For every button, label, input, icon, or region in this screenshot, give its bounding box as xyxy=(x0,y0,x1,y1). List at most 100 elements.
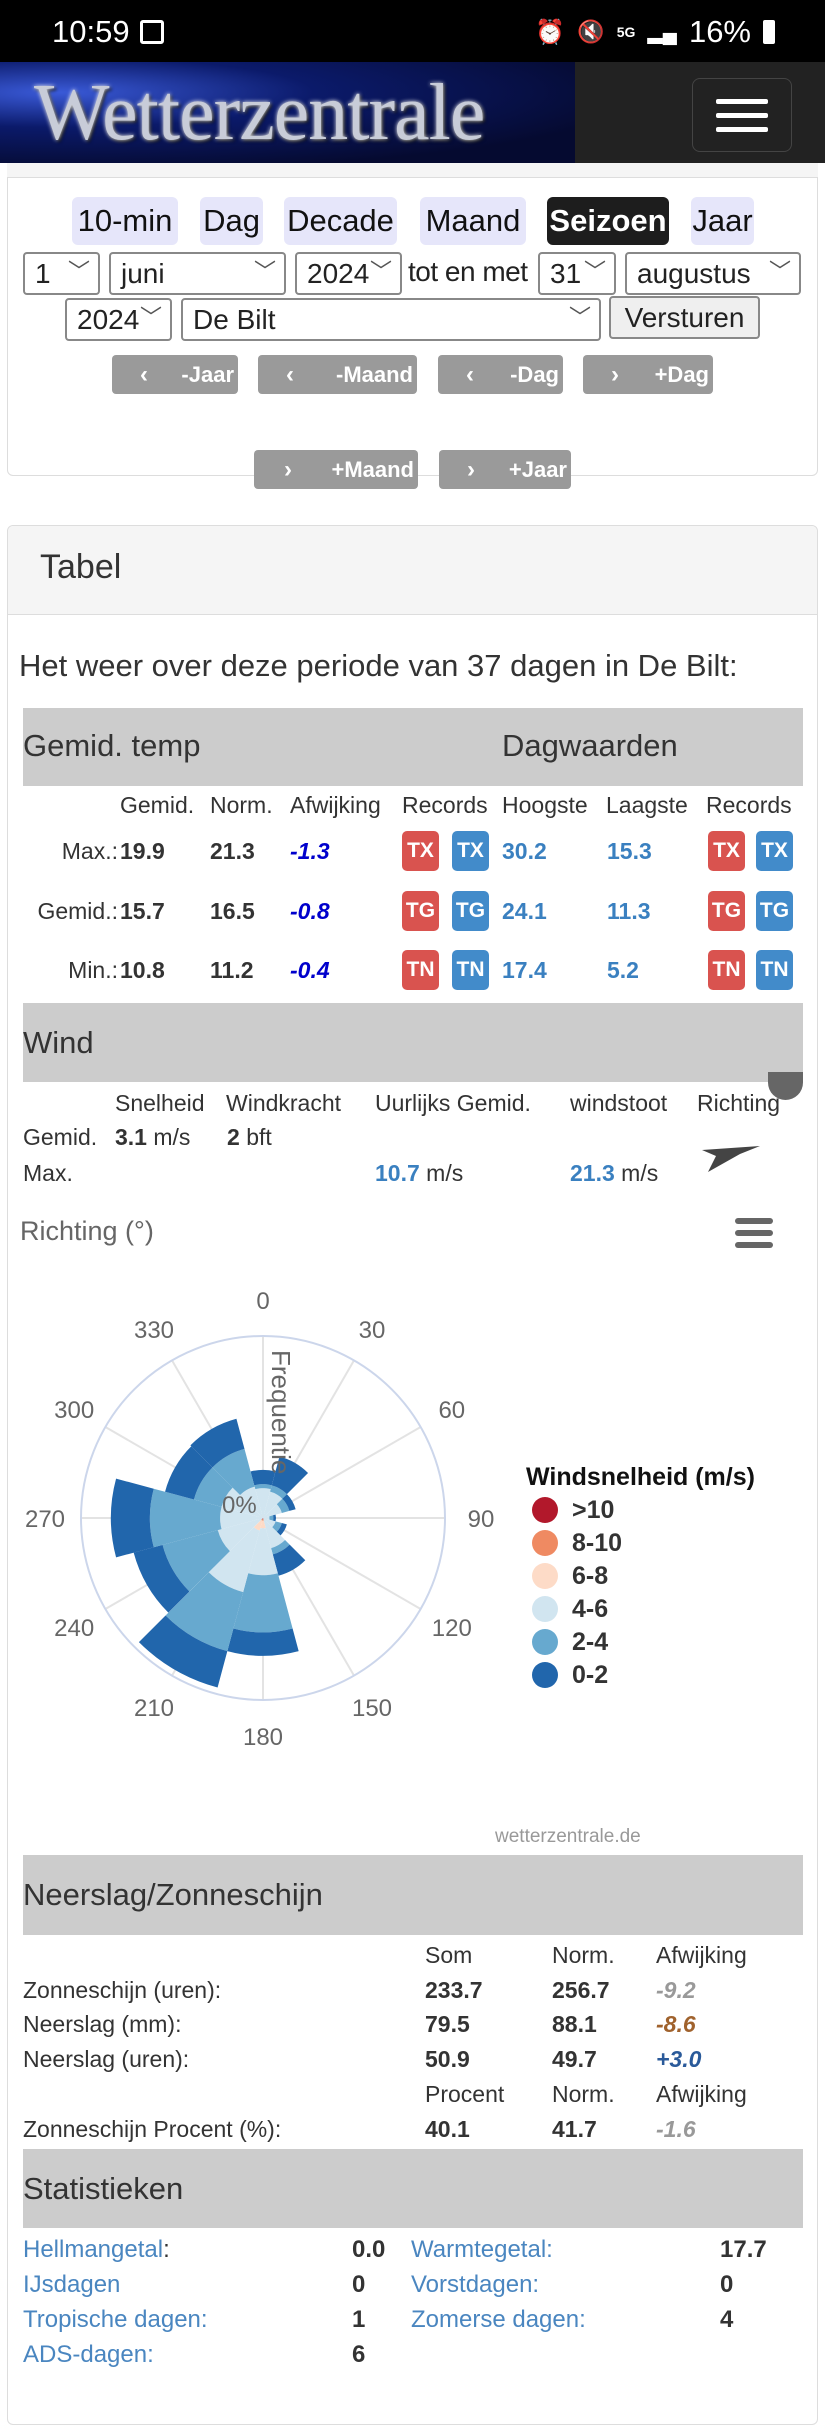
legend-marker[interactable] xyxy=(532,1563,558,1589)
prev-month-button[interactable]: ‹ -Maand xyxy=(258,355,417,394)
station-select[interactable]: De Bilt ﹀ xyxy=(181,298,601,341)
windrose-sector-2-4-330[interactable] xyxy=(212,1448,255,1496)
stat-link[interactable]: Vorstdagen: xyxy=(411,2271,540,2298)
windrose-sector-8-10-210[interactable] xyxy=(261,1518,263,1521)
windrose-sector-4-6-210[interactable] xyxy=(208,1527,260,1593)
legend-marker[interactable] xyxy=(532,1596,558,1622)
record-high-badge[interactable]: TN xyxy=(402,950,439,990)
legend-item[interactable]: 2-4 xyxy=(572,1628,608,1656)
windrose-sector-0-2-0[interactable] xyxy=(250,1469,276,1486)
chart-menu-icon[interactable] xyxy=(735,1218,773,1224)
windrose-sector-2-4-90[interactable] xyxy=(269,1515,274,1521)
windrose-sector-0-2-210[interactable] xyxy=(138,1615,228,1688)
legend-marker[interactable] xyxy=(532,1530,558,1556)
windrose-sector-2-4-180[interactable] xyxy=(233,1573,293,1633)
stat-link[interactable]: ADS-dagen: xyxy=(23,2341,154,2368)
tab-decade[interactable]: Decade xyxy=(284,197,397,245)
windrose-sector-0-2-150[interactable] xyxy=(272,1544,306,1576)
tab-10-min[interactable]: 10-min xyxy=(72,197,178,245)
windrose-sector-4-6-90[interactable] xyxy=(263,1516,270,1520)
end-month-select[interactable]: augustus ﹀ xyxy=(625,252,801,295)
windrose-sector-2-4-150[interactable] xyxy=(271,1540,290,1555)
record-high-badge[interactable]: TG xyxy=(402,891,439,931)
record-high-badge[interactable]: TX xyxy=(708,831,745,871)
windrose-sector-2-4-270[interactable] xyxy=(149,1488,222,1548)
stat-link[interactable]: Zomerse dagen: xyxy=(411,2306,586,2333)
record-low-badge[interactable]: TX xyxy=(452,831,489,871)
tab-jaar[interactable]: Jaar xyxy=(691,197,754,245)
windrose-sector-4-6-30[interactable] xyxy=(263,1491,283,1518)
windrose-sector-6-8-210[interactable] xyxy=(253,1519,263,1531)
next-month-button[interactable]: › +Maand xyxy=(254,450,418,489)
chart-menu-icon[interactable] xyxy=(735,1230,773,1236)
record-low-badge[interactable]: TN xyxy=(452,950,489,990)
legend-marker[interactable] xyxy=(532,1497,558,1523)
start-month-select[interactable]: juni ﹀ xyxy=(109,252,286,295)
windrose-sector-0-2-270[interactable] xyxy=(110,1478,154,1558)
chart-menu-icon[interactable] xyxy=(735,1242,773,1248)
record-low-badge[interactable]: TG xyxy=(756,891,793,931)
stat-link[interactable]: Hellmangetal: xyxy=(23,2236,170,2263)
windrose-sector-2-4-60[interactable] xyxy=(276,1498,290,1513)
windrose-sector-0-2-30[interactable] xyxy=(271,1456,309,1495)
windrose-sector-2-4-120[interactable] xyxy=(272,1521,282,1532)
windrose-sector-0-2-330[interactable] xyxy=(190,1418,245,1468)
windrose-sector->10-210[interactable] xyxy=(262,1518,263,1520)
windrose-sector-2-4-30[interactable] xyxy=(270,1485,287,1499)
logo[interactable]: Wetterzentrale xyxy=(0,62,575,163)
legend-item[interactable]: 6-8 xyxy=(572,1562,608,1590)
tab-seizoen[interactable]: Seizoen xyxy=(547,197,669,245)
prev-year-button[interactable]: ‹ -Jaar xyxy=(112,355,238,394)
windrose-sector-4-6-150[interactable] xyxy=(263,1518,286,1549)
windrose-sector-2-4-240[interactable] xyxy=(162,1530,230,1592)
windrose-sector-4-6-270[interactable] xyxy=(220,1506,263,1530)
start-day-select[interactable]: 1 ﹀ xyxy=(23,252,100,295)
windrose-sector-0-2-180[interactable] xyxy=(227,1628,299,1656)
windrose-sector-2-4-0[interactable] xyxy=(254,1484,272,1490)
legend-marker[interactable] xyxy=(532,1629,558,1655)
windrose-sector-0-2-120[interactable] xyxy=(276,1523,287,1536)
prev-day-button[interactable]: ‹ -Dag xyxy=(438,355,563,394)
windrose-sector-4-6-300[interactable] xyxy=(221,1487,263,1518)
windrose-sector-4-6-240[interactable] xyxy=(217,1518,263,1552)
end-day-select[interactable]: 31 ﹀ xyxy=(538,252,616,295)
legend-item[interactable]: >10 xyxy=(572,1496,614,1524)
windrose-sector-0-2-240[interactable] xyxy=(133,1544,190,1613)
windrose-sector-2-4-210[interactable] xyxy=(165,1572,244,1652)
windrose-sector-4-6-330[interactable] xyxy=(240,1486,263,1518)
record-high-badge[interactable]: TX xyxy=(402,831,439,871)
record-low-badge[interactable]: TX xyxy=(756,831,793,871)
chart-credit[interactable]: wetterzentrale.de xyxy=(494,1826,641,1845)
next-year-button[interactable]: › +Jaar xyxy=(439,450,571,489)
legend-item[interactable]: 4-6 xyxy=(572,1595,608,1623)
windrose-sector-4-6-120[interactable] xyxy=(263,1518,276,1528)
stat-link[interactable]: Tropische dagen: xyxy=(23,2306,208,2333)
windrose-sector-6-8-180[interactable] xyxy=(260,1520,266,1529)
stat-link[interactable]: IJsdagen xyxy=(23,2271,121,2298)
windrose-sector-4-6-0[interactable] xyxy=(255,1488,271,1518)
menu-button[interactable] xyxy=(692,78,792,152)
windrose-sector-0-2-90[interactable] xyxy=(273,1514,276,1522)
windrose-sector-8-10-180[interactable] xyxy=(262,1519,264,1521)
legend-marker[interactable] xyxy=(532,1662,558,1688)
end-year-select[interactable]: 2024 ﹀ xyxy=(65,298,172,341)
next-day-button[interactable]: › +Dag xyxy=(583,355,713,394)
record-high-badge[interactable]: TG xyxy=(708,891,745,931)
legend-item[interactable]: 8-10 xyxy=(572,1529,622,1557)
start-year-select[interactable]: 2024 ﹀ xyxy=(295,252,402,295)
record-low-badge[interactable]: TG xyxy=(452,891,489,931)
windrose-sector-0-2-300[interactable] xyxy=(165,1446,213,1500)
legend-item[interactable]: 0-2 xyxy=(572,1661,608,1689)
windrose-sector-0-2-60[interactable] xyxy=(282,1494,296,1511)
tab-dag[interactable]: Dag xyxy=(200,197,263,245)
tab-maand[interactable]: Maand xyxy=(420,197,526,245)
submit-button[interactable]: Versturen xyxy=(609,296,760,339)
stat-link[interactable]: Warmtegetal: xyxy=(411,2236,553,2263)
record-high-badge[interactable]: TN xyxy=(708,950,745,990)
record-low-badge[interactable]: TN xyxy=(756,950,793,990)
scroll-top-button[interactable] xyxy=(768,1072,803,1100)
windrose-sector-4-6-180[interactable] xyxy=(248,1528,278,1576)
windrose-sector->10-180[interactable] xyxy=(262,1518,264,1520)
windrose-sector-4-6-60[interactable] xyxy=(263,1504,282,1518)
windrose-sector-2-4-300[interactable] xyxy=(193,1467,233,1507)
